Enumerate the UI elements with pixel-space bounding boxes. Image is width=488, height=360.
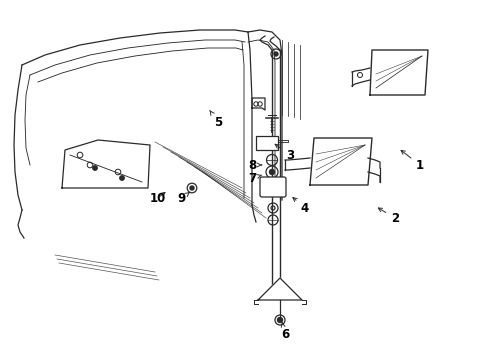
Text: 9: 9 <box>178 192 189 204</box>
Text: 1: 1 <box>400 150 423 171</box>
Text: 10: 10 <box>149 192 166 204</box>
Polygon shape <box>62 140 150 188</box>
Text: 3: 3 <box>275 144 293 162</box>
FancyBboxPatch shape <box>256 136 278 150</box>
Circle shape <box>277 318 282 323</box>
Circle shape <box>120 176 124 180</box>
Circle shape <box>273 52 278 56</box>
Text: 4: 4 <box>292 198 308 215</box>
Text: 2: 2 <box>378 208 398 225</box>
Circle shape <box>190 186 194 190</box>
FancyBboxPatch shape <box>260 177 285 197</box>
Text: 7: 7 <box>247 171 261 185</box>
Circle shape <box>269 170 274 175</box>
Polygon shape <box>258 278 302 300</box>
Text: 6: 6 <box>280 323 288 342</box>
Text: 5: 5 <box>209 111 222 129</box>
Text: 8: 8 <box>247 158 261 171</box>
Circle shape <box>93 166 97 170</box>
